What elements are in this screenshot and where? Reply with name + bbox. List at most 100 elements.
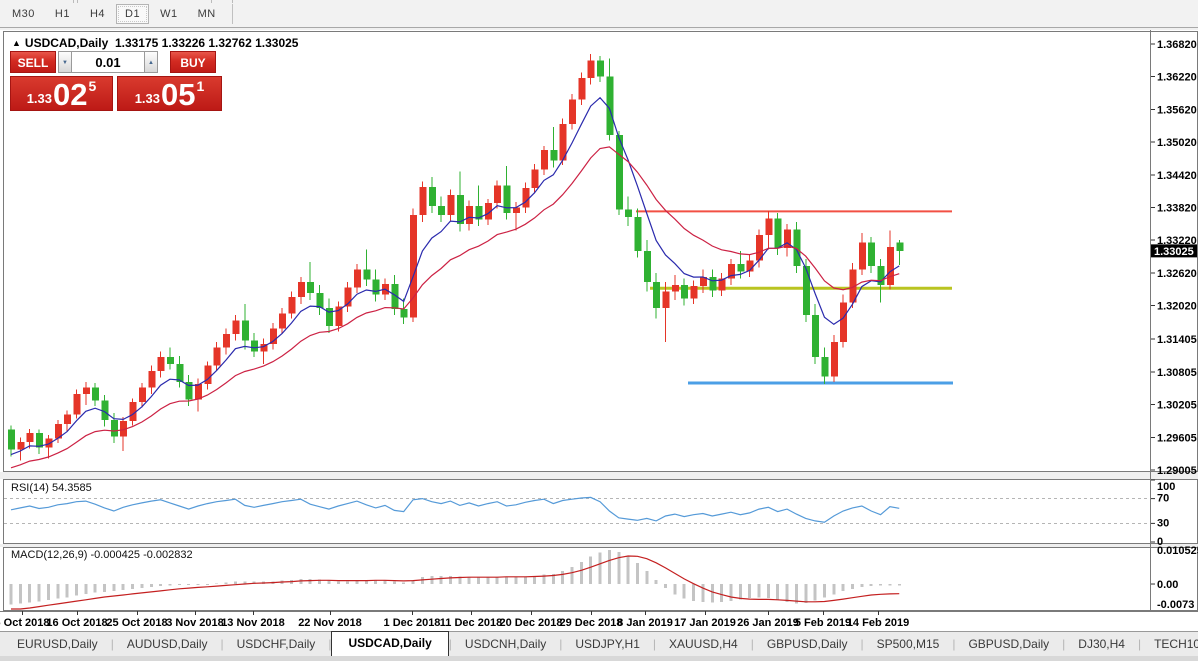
macd-indicator-label: MACD(12,26,9) -0.000425 -0.002832 [11,549,193,561]
timeframe-button-mn[interactable]: MN [197,7,216,20]
tab-divider: | [328,637,332,651]
toolbar-separator [231,3,233,24]
tab-audusd-daily[interactable]: AUDUSD,Daily [126,637,208,651]
timeframe-button-w1[interactable]: W1 [160,7,178,20]
chart-title: ▲ USDCAD,Daily 1.33175 1.33226 1.32762 1.… [12,36,298,50]
svg-text:100: 100 [1157,481,1175,493]
svg-text:1.33820: 1.33820 [1157,203,1197,215]
chart-symbol-label: USDCAD,Daily [24,36,109,50]
tab-tech100-h1[interactable]: TECH100,H1 [1154,637,1198,651]
svg-text:0.00: 0.00 [1157,579,1178,591]
svg-text:1 Dec 2018: 1 Dec 2018 [384,617,441,629]
timeframe-button-h4[interactable]: H4 [89,7,106,20]
volume-increase-button[interactable]: ▲ [144,51,158,73]
tab-gbpusd-daily[interactable]: GBPUSD,Daily [968,637,1050,651]
tab-divider: | [750,637,754,651]
volume-input[interactable]: 0.01 [72,51,144,73]
horizontal-level-lines [636,210,953,385]
rsi-indicator-label: RSI(14) 54.3585 [11,482,92,494]
macd-pane: 0.010525 0.00 -0.0073 [9,545,1198,611]
tab-divider: | [952,637,956,651]
tab-xauusd-h4[interactable]: XAUUSD,H4 [669,637,738,651]
svg-text:1.29005: 1.29005 [1157,465,1197,477]
tab-divider: | [559,637,563,651]
svg-text:0: 0 [1157,536,1163,548]
tab-usdjpy-h1[interactable]: USDJPY,H1 [575,637,640,651]
window-collapse-icon[interactable]: ▲ [12,38,21,48]
tab-divider: | [1137,637,1142,651]
svg-text:14 Feb 2019: 14 Feb 2019 [847,617,909,629]
svg-text:0.010525: 0.010525 [1157,545,1198,557]
tab-sp500-m15[interactable]: SP500,M15 [876,637,940,651]
svg-text:11 Dec 2018: 11 Dec 2018 [440,617,502,629]
sell-price-button[interactable]: 1.33 02 5 [10,76,113,111]
bottom-strip [0,656,1198,661]
buy-price-button[interactable]: 1.33 05 1 [117,76,222,111]
svg-text:26 Jan 2019: 26 Jan 2019 [737,617,799,629]
svg-text:16 Oct 2018: 16 Oct 2018 [46,617,107,629]
sell-price-big: 02 [53,77,88,112]
svg-text:22 Nov 2018: 22 Nov 2018 [298,617,362,629]
tab-dj30-h4[interactable]: DJ30,H4 [1078,637,1125,651]
one-click-trading-panel: SELL ▼ 0.01 ▲ BUY 1.33 02 5 1.33 05 1 [10,51,224,111]
tab-divider: | [860,637,864,651]
svg-text:1.32020: 1.32020 [1157,301,1197,313]
svg-text:1.35620: 1.35620 [1157,104,1197,116]
svg-text:17 Jan 2019: 17 Jan 2019 [674,617,736,629]
svg-text:25 Oct 2018: 25 Oct 2018 [106,617,167,629]
buy-button[interactable]: BUY [170,51,216,73]
chart-tab-bar: EURUSD,Daily | AUDUSD,Daily | USDCHF,Daily | U… [0,631,1198,656]
buy-price-prefix: 1.33 [134,91,161,106]
svg-text:5 Feb 2019: 5 Feb 2019 [795,617,851,629]
sell-price-prefix: 1.33 [26,91,53,106]
svg-text:1.36820: 1.36820 [1157,39,1197,51]
svg-text:13 Nov 2018: 13 Nov 2018 [221,617,285,629]
timeframe-toolbar: M30 H1 H4 D1 W1 MN [0,0,1198,28]
ma-slow-line [10,146,900,469]
toolbar-grip [73,0,78,3]
svg-text:1.33025: 1.33025 [1154,246,1194,258]
tab-gbpusd-daily[interactable]: GBPUSD,Daily [766,637,848,651]
tab-divider: | [448,637,452,651]
tab-eurusd-daily[interactable]: EURUSD,Daily [17,637,98,651]
svg-text:1.31405: 1.31405 [1157,334,1197,346]
buy-price-big: 05 [161,77,196,112]
chart-canvas: 1.368201.362201.356201.350201.344201.338… [0,30,1198,631]
price-axis: 1.36820 1.36220 1.35620 1.35020 1.34420 1.338… [1151,39,1197,477]
svg-text:6 Oct 2018: 6 Oct 2018 [0,617,50,629]
svg-text:1.32620: 1.32620 [1157,268,1197,280]
svg-text:3 Nov 2018: 3 Nov 2018 [166,617,223,629]
sell-price-pip: 5 [88,78,97,94]
svg-text:-0.0073: -0.0073 [1157,599,1194,611]
timeframe-button-d1[interactable]: D1 [116,3,150,24]
tab-usdcnh-daily[interactable]: USDCNH,Daily [464,637,547,651]
buy-price-pip: 1 [196,78,205,94]
svg-text:1.30805: 1.30805 [1157,367,1197,379]
volume-decrease-button[interactable]: ▼ [58,51,72,73]
tab-usdcad-daily[interactable]: USDCAD,Daily [331,631,449,656]
svg-text:8 Jan 2019: 8 Jan 2019 [617,617,673,629]
svg-text:1.34420: 1.34420 [1157,170,1197,182]
timeframe-button-h1[interactable]: H1 [54,7,70,20]
tab-usdchf-daily[interactable]: USDCHF,Daily [236,637,316,651]
tab-divider: | [220,637,224,651]
ma-fast-line [10,96,900,456]
svg-text:30: 30 [1157,517,1169,529]
timeframe-button-m30[interactable]: M30 [12,7,35,20]
toolbar-grip [211,0,233,3]
chevron-up-icon: ▲ [148,60,154,66]
current-price-tag: 1.33025 [1151,244,1197,258]
tab-divider: | [652,637,656,651]
svg-text:1.29605: 1.29605 [1157,432,1197,444]
svg-text:1.36220: 1.36220 [1157,72,1197,84]
svg-text:1.35020: 1.35020 [1157,137,1197,149]
chart-ohlc-values: 1.33175 1.33226 1.32762 1.33025 [114,36,299,50]
chevron-down-icon: ▼ [62,60,68,66]
svg-text:29 Dec 2018: 29 Dec 2018 [560,617,623,629]
svg-text:70: 70 [1157,493,1169,505]
svg-text:1.33220: 1.33220 [1157,235,1197,247]
sell-button[interactable]: SELL [10,51,56,73]
tab-divider: | [110,637,114,651]
